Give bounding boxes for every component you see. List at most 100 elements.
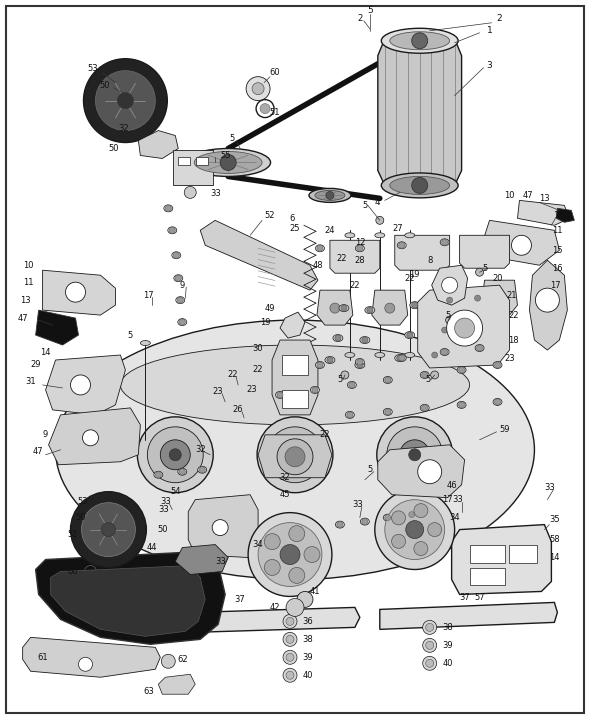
Circle shape [289,567,305,583]
Text: 17: 17 [442,495,453,504]
Circle shape [184,186,196,198]
Text: 34: 34 [253,540,263,549]
Circle shape [283,668,297,682]
Ellipse shape [333,334,343,342]
Text: 5: 5 [425,375,430,385]
Text: 50: 50 [99,81,110,90]
Ellipse shape [186,149,271,176]
Circle shape [173,252,179,258]
Text: 22: 22 [508,311,519,320]
Text: 5: 5 [362,201,368,210]
Polygon shape [451,525,552,595]
Text: 33: 33 [352,500,363,509]
Circle shape [414,503,428,518]
Ellipse shape [390,176,450,194]
Text: 33: 33 [158,505,169,514]
Ellipse shape [172,252,181,259]
Polygon shape [556,209,574,222]
Ellipse shape [457,367,466,373]
Circle shape [447,297,453,303]
Circle shape [400,440,430,470]
Circle shape [385,500,445,559]
Text: 5: 5 [367,6,373,15]
Text: 61: 61 [37,653,48,661]
Circle shape [412,302,418,308]
Ellipse shape [164,205,173,212]
Polygon shape [175,544,228,574]
Ellipse shape [405,233,415,238]
Circle shape [357,245,363,251]
Text: 17: 17 [550,280,560,290]
Polygon shape [130,608,360,634]
Ellipse shape [409,302,419,308]
Circle shape [442,278,458,293]
Circle shape [179,469,185,475]
Circle shape [414,541,428,556]
Circle shape [212,520,228,536]
Circle shape [447,310,483,346]
Ellipse shape [309,188,351,202]
Circle shape [422,638,437,652]
Ellipse shape [397,354,407,362]
Circle shape [494,293,504,303]
Polygon shape [51,566,205,636]
Text: 59: 59 [499,426,510,434]
Ellipse shape [381,173,458,198]
Circle shape [169,227,175,233]
Text: 13: 13 [539,194,550,203]
Circle shape [148,427,203,482]
Text: 57: 57 [474,593,485,602]
Ellipse shape [397,242,407,249]
Text: 35: 35 [549,515,560,524]
Ellipse shape [345,411,355,418]
Polygon shape [481,220,559,265]
Text: 40: 40 [442,659,453,668]
Circle shape [289,526,305,541]
Circle shape [289,449,301,461]
Text: 11: 11 [24,278,34,287]
Text: eReplacementParts.com: eReplacementParts.com [191,362,399,377]
Text: 44: 44 [147,543,158,552]
Text: 23: 23 [213,388,224,396]
Bar [470,544,504,562]
Ellipse shape [493,362,502,368]
Polygon shape [517,201,569,225]
Text: 2: 2 [357,14,362,23]
Circle shape [399,355,405,361]
Circle shape [283,650,297,664]
Text: 48: 48 [313,261,323,270]
Ellipse shape [360,336,370,344]
Text: 29: 29 [30,360,41,370]
Ellipse shape [355,244,365,252]
Polygon shape [35,551,225,644]
Text: 53: 53 [77,497,88,506]
Ellipse shape [473,295,483,302]
Circle shape [252,83,264,95]
Text: 49: 49 [265,303,276,313]
Polygon shape [48,408,140,464]
Circle shape [385,515,391,521]
Circle shape [362,518,368,525]
Circle shape [286,654,294,661]
Circle shape [326,191,334,199]
Circle shape [399,242,405,248]
Polygon shape [460,235,510,268]
Text: 51: 51 [67,530,78,539]
Text: 47: 47 [32,447,43,457]
Circle shape [442,349,448,355]
Circle shape [426,659,434,667]
Polygon shape [330,240,380,273]
Text: 45: 45 [280,490,290,499]
Circle shape [137,417,213,493]
Circle shape [442,239,448,245]
Text: 42: 42 [270,603,280,612]
Circle shape [78,657,93,672]
Circle shape [280,544,300,564]
Text: 39: 39 [442,641,453,650]
Circle shape [422,372,428,378]
Circle shape [442,327,448,333]
Circle shape [83,430,99,446]
Circle shape [431,371,438,379]
Text: 40: 40 [303,671,313,679]
Ellipse shape [384,408,392,416]
